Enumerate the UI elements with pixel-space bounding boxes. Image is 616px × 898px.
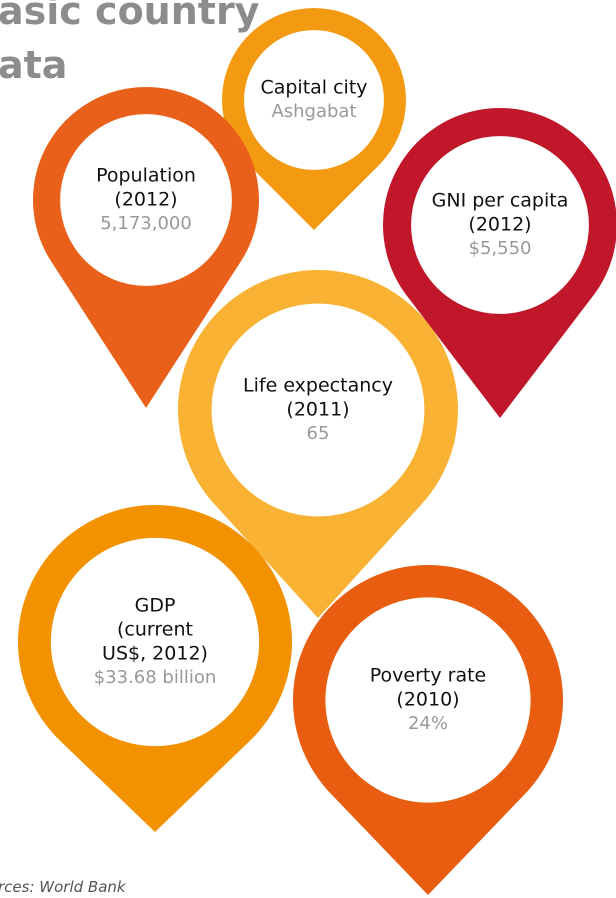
- pin-label: GDP: [135, 595, 176, 617]
- title-line: ata: [0, 43, 67, 87]
- pin-value: 24%: [408, 713, 448, 734]
- pin-label: Poverty rate: [370, 665, 486, 687]
- pin-label: (2012): [114, 189, 177, 211]
- pin-value: 65: [307, 423, 330, 444]
- pin-value: Ashgabat: [271, 101, 356, 122]
- pin-label: GNI per capita: [432, 190, 569, 212]
- pin-inner: [211, 303, 425, 517]
- pin-label: US$, 2012): [102, 643, 208, 665]
- pin-label: (2010): [396, 689, 459, 711]
- pin-label: (2012): [468, 214, 531, 236]
- pin-label: (2011): [286, 399, 349, 421]
- pin-value: $5,550: [469, 238, 532, 259]
- pin-inner: [244, 30, 384, 170]
- pin-value: $33.68 billion: [94, 667, 217, 688]
- title-line: asic country: [0, 0, 260, 33]
- pin-label: Population: [96, 165, 196, 187]
- pin-label: Capital city: [260, 77, 367, 99]
- pin-inner: [411, 136, 589, 314]
- pin-inner: [60, 114, 232, 286]
- pin-value: 5,173,000: [100, 213, 192, 234]
- pin-label: (current: [117, 619, 193, 641]
- source-note: rces: World Bank: [0, 878, 127, 896]
- pin-inner: [50, 537, 260, 747]
- pin-label: Life expectancy: [243, 375, 393, 397]
- pin-inner: [325, 597, 531, 803]
